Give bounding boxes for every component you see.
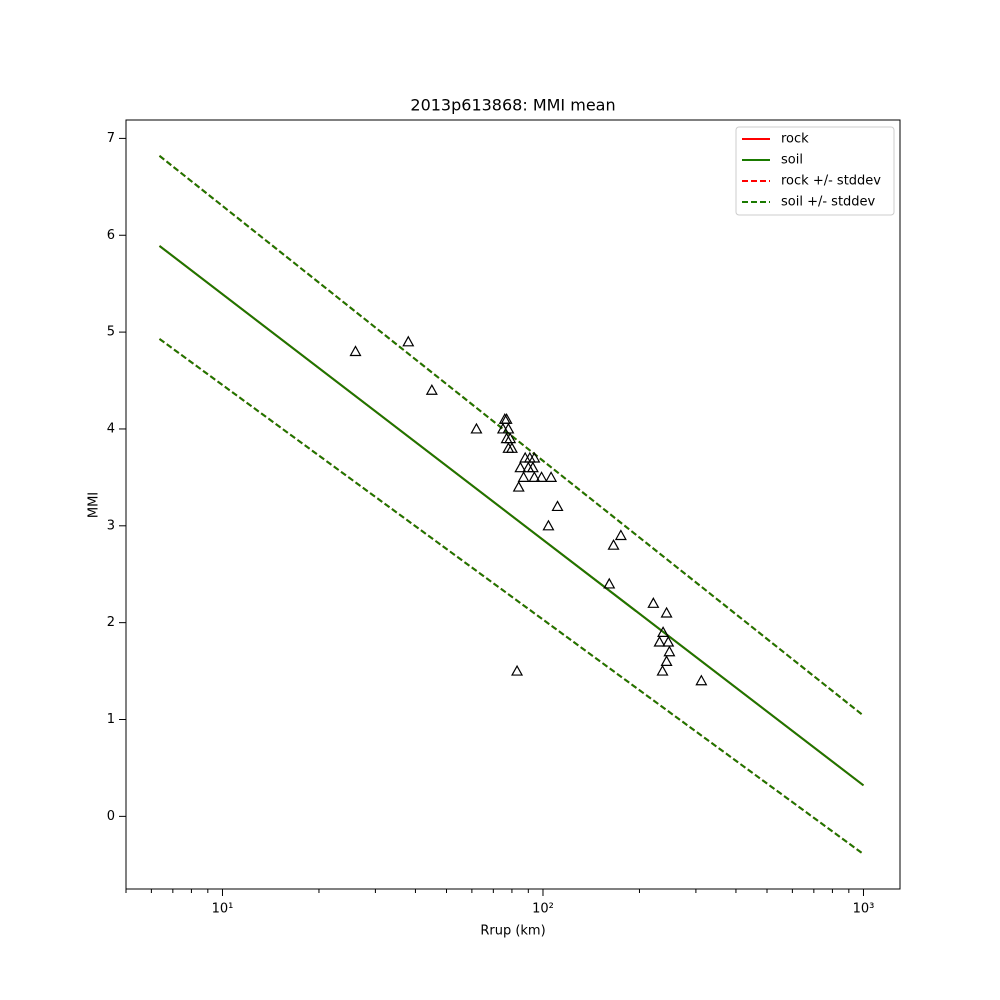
y-tick-label: 6 [107, 228, 115, 243]
x-tick-label: 10³ [853, 902, 875, 917]
data-point [528, 471, 541, 482]
y-tick-label: 4 [107, 421, 115, 436]
y-tick-label: 7 [107, 131, 115, 146]
series-line [158, 155, 865, 855]
plot-area [158, 155, 865, 855]
y-tick-label: 5 [107, 325, 115, 340]
legend-label: rock [781, 132, 809, 147]
x-tick-label: 10² [532, 902, 554, 917]
data-point [542, 519, 555, 531]
data-point [517, 471, 530, 482]
data-point [660, 606, 673, 618]
data-point [512, 480, 525, 492]
y-tick-label: 2 [107, 615, 115, 630]
y-axis-label: MMI [87, 492, 102, 518]
data-point [603, 577, 616, 589]
data-point [657, 626, 670, 637]
data-point [695, 674, 708, 686]
y-tick-label: 1 [107, 712, 115, 727]
data-point [505, 442, 518, 453]
y-tick-label: 0 [107, 809, 115, 824]
data-point [470, 422, 483, 434]
data-point [653, 635, 666, 647]
chart-title: 2013p613868: MMI mean [410, 96, 615, 115]
legend-label: rock +/- stddev [781, 174, 881, 189]
data-point [511, 664, 524, 676]
data-point [656, 664, 669, 676]
data-point [528, 451, 541, 463]
series-line [158, 245, 865, 787]
data-point [614, 529, 627, 541]
data-point [425, 383, 438, 395]
data-point [349, 345, 362, 357]
data-point [504, 432, 517, 444]
data-point [500, 413, 513, 424]
data-point [662, 635, 675, 647]
data-point [514, 461, 527, 473]
data-point [551, 500, 564, 512]
plot-frame [125, 119, 901, 890]
y-tick-label: 3 [107, 518, 115, 533]
legend-box [735, 126, 895, 216]
data-point [647, 597, 660, 608]
data-point [545, 471, 558, 482]
data-point [526, 461, 539, 473]
data-point [663, 645, 676, 657]
data-point [535, 471, 548, 482]
data-point [660, 655, 673, 666]
legend-label: soil +/- stddev [781, 195, 876, 210]
data-point [502, 422, 515, 434]
data-point [402, 335, 415, 347]
legend-label: soil [781, 153, 803, 168]
x-axis-label: Rrup (km) [480, 924, 545, 939]
data-point [607, 538, 620, 550]
x-tick-label: 10¹ [212, 902, 234, 917]
